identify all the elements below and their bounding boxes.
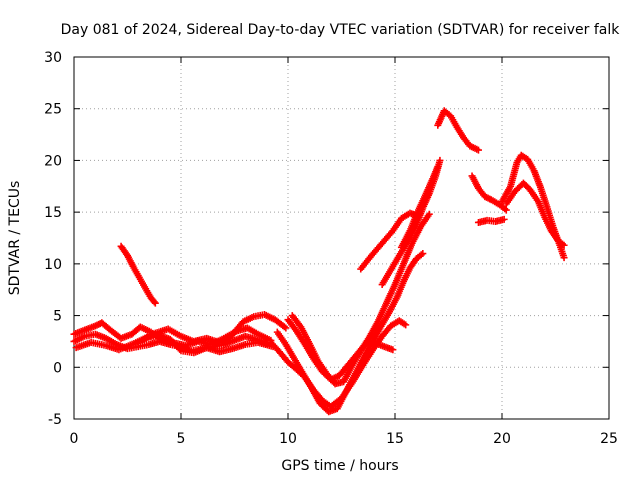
y-tick-label: 0 — [53, 360, 62, 376]
data-points — [70, 107, 568, 416]
grid-lines — [74, 57, 609, 419]
data-point — [560, 254, 568, 262]
data-point — [402, 321, 410, 329]
series-arc-evening-peak — [434, 107, 482, 154]
data-point — [280, 323, 288, 331]
series-arc-night-3 — [498, 151, 568, 262]
data-point — [419, 250, 427, 258]
series-arc-trough-4 — [288, 210, 433, 388]
x-tick-label: 20 — [493, 431, 511, 447]
series-arc-trough-1 — [267, 317, 410, 411]
data-point — [282, 324, 290, 332]
y-tick-label: 15 — [44, 205, 62, 221]
series-arc-night-2 — [474, 215, 508, 226]
data-point — [150, 298, 158, 306]
x-tick-label: 10 — [279, 431, 297, 447]
data-point — [502, 206, 510, 214]
x-tick-label: 5 — [177, 431, 186, 447]
data-point — [425, 210, 433, 218]
series-arc-night-4 — [502, 179, 568, 249]
data-point — [436, 156, 444, 164]
series-arc-trough-3 — [273, 250, 427, 416]
x-tick-label: 25 — [600, 431, 618, 447]
data-point — [474, 146, 482, 154]
y-tick-label: 10 — [44, 257, 62, 273]
y-tick-label: 30 — [44, 50, 62, 66]
data-point — [434, 163, 442, 171]
data-point — [500, 215, 508, 223]
y-tick-label: 25 — [44, 102, 62, 118]
data-point — [560, 241, 568, 249]
y-axis-title: SDTVAR / TECUs — [7, 181, 23, 296]
series-arc-baseline-4 — [138, 311, 290, 346]
plot-frame — [73, 56, 610, 420]
axis-ticks — [73, 56, 610, 420]
series-arc-evening-rise-3 — [397, 163, 442, 251]
x-tick-label: 0 — [70, 431, 79, 447]
y-tick-label: 5 — [53, 309, 62, 325]
x-tick-label: 15 — [386, 431, 404, 447]
data-point — [389, 346, 397, 354]
series-arc-night-1 — [468, 172, 510, 214]
data-point — [151, 299, 159, 307]
x-tick-labels: 0 5 10 15 20 25 — [70, 431, 618, 447]
chart-title: Day 081 of 2024, Sidereal Day-to-day VTE… — [61, 22, 621, 38]
y-tick-label: 20 — [44, 153, 62, 169]
x-axis-title: GPS time / hours — [281, 458, 398, 474]
y-tick-label: -5 — [48, 412, 62, 428]
y-tick-labels: -5 0 5 10 15 20 25 30 — [44, 50, 62, 428]
series-arc-morning-rise — [117, 242, 159, 307]
